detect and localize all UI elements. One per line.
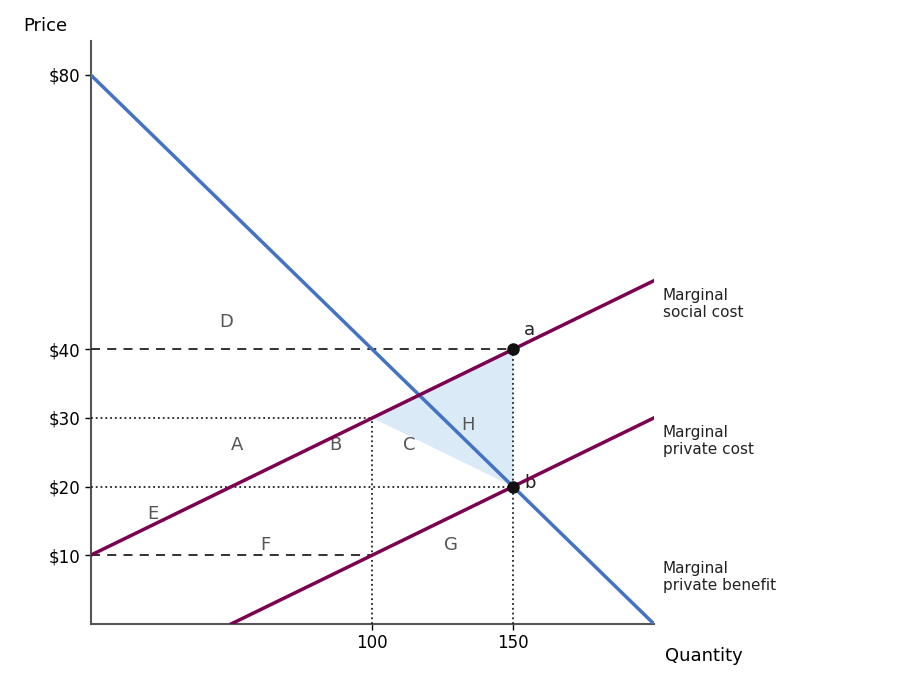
Text: A: A — [231, 437, 243, 454]
Text: Price: Price — [24, 17, 67, 35]
Text: E: E — [147, 505, 158, 523]
Polygon shape — [372, 349, 513, 487]
Text: Quantity: Quantity — [665, 647, 743, 665]
Text: G: G — [444, 536, 458, 554]
Text: F: F — [261, 536, 271, 554]
Text: Marginal
private cost: Marginal private cost — [663, 425, 754, 458]
Text: D: D — [219, 313, 232, 331]
Text: b: b — [524, 474, 536, 492]
Text: a: a — [524, 321, 536, 339]
Text: Marginal
private benefit: Marginal private benefit — [663, 561, 776, 593]
Text: Marginal
social cost: Marginal social cost — [663, 288, 744, 320]
Text: H: H — [461, 416, 475, 434]
Text: B: B — [330, 437, 341, 454]
Text: C: C — [402, 437, 415, 454]
